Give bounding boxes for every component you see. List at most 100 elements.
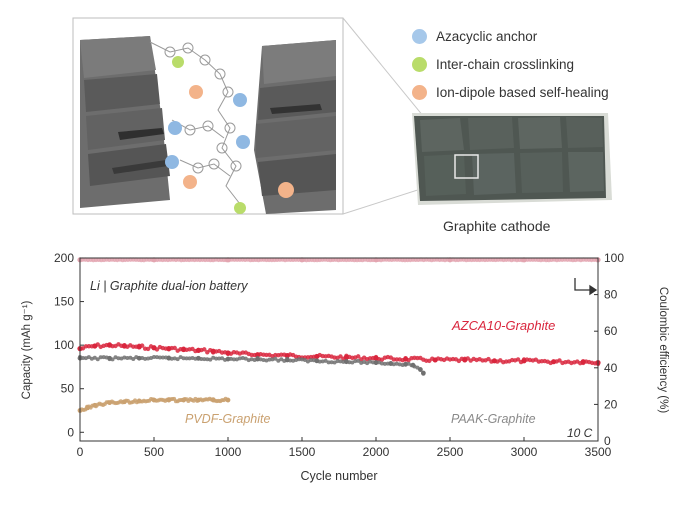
- data-point: [332, 360, 337, 365]
- data-point: [379, 361, 384, 366]
- data-point: [353, 359, 358, 364]
- series-azca-points: [77, 342, 601, 367]
- data-point: [580, 359, 586, 365]
- data-point: [356, 354, 361, 359]
- data-point: [116, 356, 121, 361]
- x-tick-label: 1000: [215, 445, 242, 459]
- data-point: [276, 358, 281, 363]
- polymer-chain-icon: [149, 41, 242, 205]
- data-point: [420, 370, 426, 376]
- data-point: [350, 360, 355, 365]
- y-tick-label-right: 60: [604, 324, 618, 338]
- data-point: [131, 356, 136, 361]
- data-point: [205, 357, 210, 362]
- data-point: [388, 361, 394, 366]
- x-axis-label: Cycle number: [300, 469, 377, 483]
- legend-item-azacyclic: Azacyclic anchor: [412, 29, 537, 44]
- data-point: [486, 356, 491, 362]
- data-point: [125, 356, 130, 361]
- y-tick-label-left: 0: [67, 425, 74, 439]
- data-point: [284, 357, 290, 363]
- data-point: [231, 357, 236, 362]
- legend-item-crosslinking: Inter-chain crosslinking: [412, 57, 574, 72]
- data-point: [243, 356, 248, 361]
- series-label-paak: PAAK-Graphite: [451, 412, 536, 426]
- left-graphite-stack-icon: [80, 36, 170, 208]
- data-point: [214, 356, 219, 361]
- legend-label: Azacyclic anchor: [436, 29, 538, 44]
- data-point: [145, 346, 151, 352]
- functional-group-spheres: [165, 56, 294, 214]
- y-tick-label-right: 40: [604, 361, 618, 375]
- green-dot-icon: [412, 57, 427, 72]
- x-tick-label: 500: [144, 445, 164, 459]
- data-point: [95, 357, 100, 362]
- data-point: [373, 355, 379, 361]
- data-point: [365, 361, 370, 366]
- data-point: [255, 356, 260, 362]
- y-tick-label-right: 0: [604, 434, 611, 448]
- data-point: [154, 355, 159, 360]
- data-point: [521, 257, 527, 263]
- data-point: [136, 398, 142, 404]
- data-point: [196, 397, 201, 403]
- data-point: [329, 360, 334, 365]
- x-tick-label: 3000: [511, 445, 538, 459]
- data-point: [302, 358, 307, 363]
- chart-annotation-title: Li | Graphite dual-ion battery: [90, 279, 248, 293]
- data-point: [202, 347, 207, 352]
- x-tick-label: 2500: [437, 445, 464, 459]
- data-point: [151, 257, 157, 263]
- data-point: [217, 356, 222, 361]
- data-point: [225, 257, 231, 263]
- data-point: [136, 355, 142, 361]
- data-point: [515, 357, 521, 362]
- x-tick-label: 3500: [585, 445, 612, 459]
- data-point: [394, 361, 399, 366]
- data-point: [157, 355, 162, 360]
- data-point: [267, 357, 272, 362]
- data-point: [210, 348, 216, 354]
- data-point: [92, 402, 98, 408]
- data-point: [92, 355, 97, 360]
- data-point: [314, 358, 320, 364]
- data-point: [152, 355, 156, 360]
- data-point: [320, 359, 325, 364]
- plot-frame: [79, 257, 599, 442]
- data-point: [403, 356, 409, 362]
- data-point: [184, 356, 189, 361]
- x-tick-label: 1500: [289, 445, 316, 459]
- data-point: [181, 346, 187, 353]
- data-point: [166, 355, 172, 361]
- y-tick-label-left: 150: [54, 295, 74, 309]
- data-point: [208, 357, 213, 362]
- data-point: [279, 357, 284, 362]
- y-tick-label-left: 50: [61, 382, 75, 396]
- data-point: [462, 357, 468, 363]
- data-point: [107, 400, 112, 406]
- data-point: [187, 356, 192, 361]
- data-point: [166, 346, 172, 352]
- data-point: [166, 397, 172, 403]
- data-point: [151, 345, 157, 351]
- data-point: [202, 357, 207, 362]
- data-point: [410, 362, 416, 368]
- y-tick-label-left: 200: [54, 251, 74, 265]
- data-point: [122, 355, 127, 360]
- x-tick-label: 2000: [363, 445, 390, 459]
- data-point: [521, 358, 527, 364]
- data-point: [92, 343, 98, 349]
- data-point: [181, 356, 186, 361]
- data-point: [107, 355, 112, 361]
- data-point: [338, 359, 343, 364]
- data-point: [491, 358, 497, 364]
- data-point: [225, 356, 231, 362]
- data-point: [284, 353, 290, 359]
- data-point: [356, 358, 361, 363]
- data-point: [335, 359, 340, 364]
- data-point: [299, 257, 305, 263]
- data-point: [121, 343, 127, 349]
- data-point: [551, 359, 557, 365]
- legend-label: Ion-dipole based self-healing: [436, 85, 609, 100]
- x-tick-label: 0: [77, 445, 84, 459]
